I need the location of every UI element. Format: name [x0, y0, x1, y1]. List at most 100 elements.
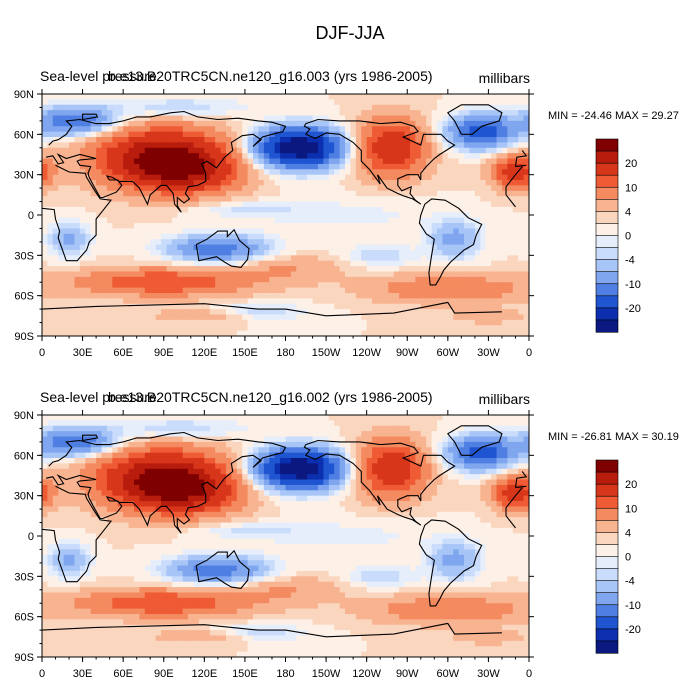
field-cell: [507, 271, 514, 278]
field-cell: [280, 325, 287, 332]
field-cell: [58, 447, 65, 454]
field-cell: [269, 126, 276, 133]
field-cell: [280, 126, 287, 133]
field-cell: [355, 325, 362, 332]
field-cell: [63, 415, 70, 421]
field-cell: [209, 163, 216, 170]
field-cell: [69, 147, 76, 154]
field-cell: [518, 110, 525, 117]
field-cell: [188, 115, 195, 122]
field-cell: [112, 104, 119, 111]
field-cell: [442, 206, 449, 213]
field-cell: [388, 190, 395, 197]
field-cell: [409, 319, 416, 326]
field-cell: [198, 228, 205, 235]
field-cell: [480, 163, 487, 170]
colorbar-label: 20: [625, 158, 637, 170]
field-cell: [366, 314, 373, 321]
field-cell: [469, 196, 476, 203]
field-cell: [382, 110, 389, 117]
field-cell: [117, 282, 124, 289]
field-cell: [507, 206, 514, 213]
field-cell: [74, 271, 81, 278]
field-cell: [123, 266, 130, 273]
field-cell: [128, 206, 135, 213]
field-cell: [361, 415, 368, 421]
field-cell: [339, 287, 346, 294]
field-cell: [96, 185, 103, 192]
field-cell: [69, 126, 76, 133]
field-cell: [247, 425, 254, 432]
field-cell: [301, 260, 308, 267]
field-cell: [355, 174, 362, 181]
field-cell: [155, 206, 162, 213]
x-tick-label: 150W: [312, 347, 341, 359]
field-cell: [290, 436, 297, 443]
field-cell: [188, 153, 195, 160]
field-cell: [366, 271, 373, 278]
field-cell: [123, 447, 130, 454]
field-cell: [269, 94, 276, 100]
field-cell: [69, 319, 76, 326]
field-cell: [372, 271, 379, 278]
field-cell: [480, 452, 487, 459]
field-cell: [274, 260, 281, 267]
field-cell: [161, 190, 168, 197]
field-cell: [106, 239, 113, 246]
field-cell: [42, 271, 49, 278]
field-cell: [372, 190, 379, 197]
field-cell: [345, 201, 352, 208]
field-cell: [317, 249, 324, 256]
field-cell: [377, 260, 384, 267]
field-cell: [90, 99, 97, 106]
field-cell: [442, 115, 449, 122]
field-cell: [280, 94, 287, 100]
field-cell: [128, 196, 135, 203]
field-cell: [166, 126, 173, 133]
field-cell: [79, 153, 86, 160]
field-cell: [209, 298, 216, 305]
field-cell: [447, 330, 454, 336]
field-cell: [501, 292, 508, 299]
field-cell: [285, 163, 292, 170]
field-cell: [101, 244, 108, 251]
field-cell: [182, 158, 189, 165]
field-cell: [74, 190, 81, 197]
field-cell: [85, 206, 92, 213]
field-cell: [133, 131, 140, 138]
field-cell: [106, 325, 113, 332]
field-cell: [155, 249, 162, 256]
field-cell: [404, 420, 411, 427]
field-cell: [144, 425, 151, 432]
field-cell: [323, 169, 330, 176]
field-cell: [323, 298, 330, 305]
field-cell: [355, 110, 362, 117]
field-cell: [58, 255, 65, 262]
field-cell: [393, 201, 400, 208]
field-cell: [133, 309, 140, 316]
field-cell: [166, 309, 173, 316]
field-cell: [491, 298, 498, 305]
field-cell: [101, 260, 108, 267]
field-cell: [377, 185, 384, 192]
field-cell: [491, 196, 498, 203]
field-cell: [307, 212, 314, 219]
field-cell: [247, 126, 254, 133]
field-cell: [133, 196, 140, 203]
field-cell: [377, 158, 384, 165]
field-cell: [242, 325, 249, 332]
field-cell: [242, 436, 249, 443]
field-cell: [415, 271, 422, 278]
field-cell: [117, 436, 124, 443]
field-cell: [296, 276, 303, 283]
field-cell: [469, 303, 476, 310]
field-cell: [155, 185, 162, 192]
field-cell: [177, 174, 184, 181]
field-cell: [123, 126, 130, 133]
field-cell: [317, 266, 324, 273]
field-cell: [372, 239, 379, 246]
field-cell: [480, 223, 487, 230]
field-cell: [447, 420, 454, 427]
field-cell: [323, 255, 330, 262]
field-cell: [258, 153, 265, 160]
